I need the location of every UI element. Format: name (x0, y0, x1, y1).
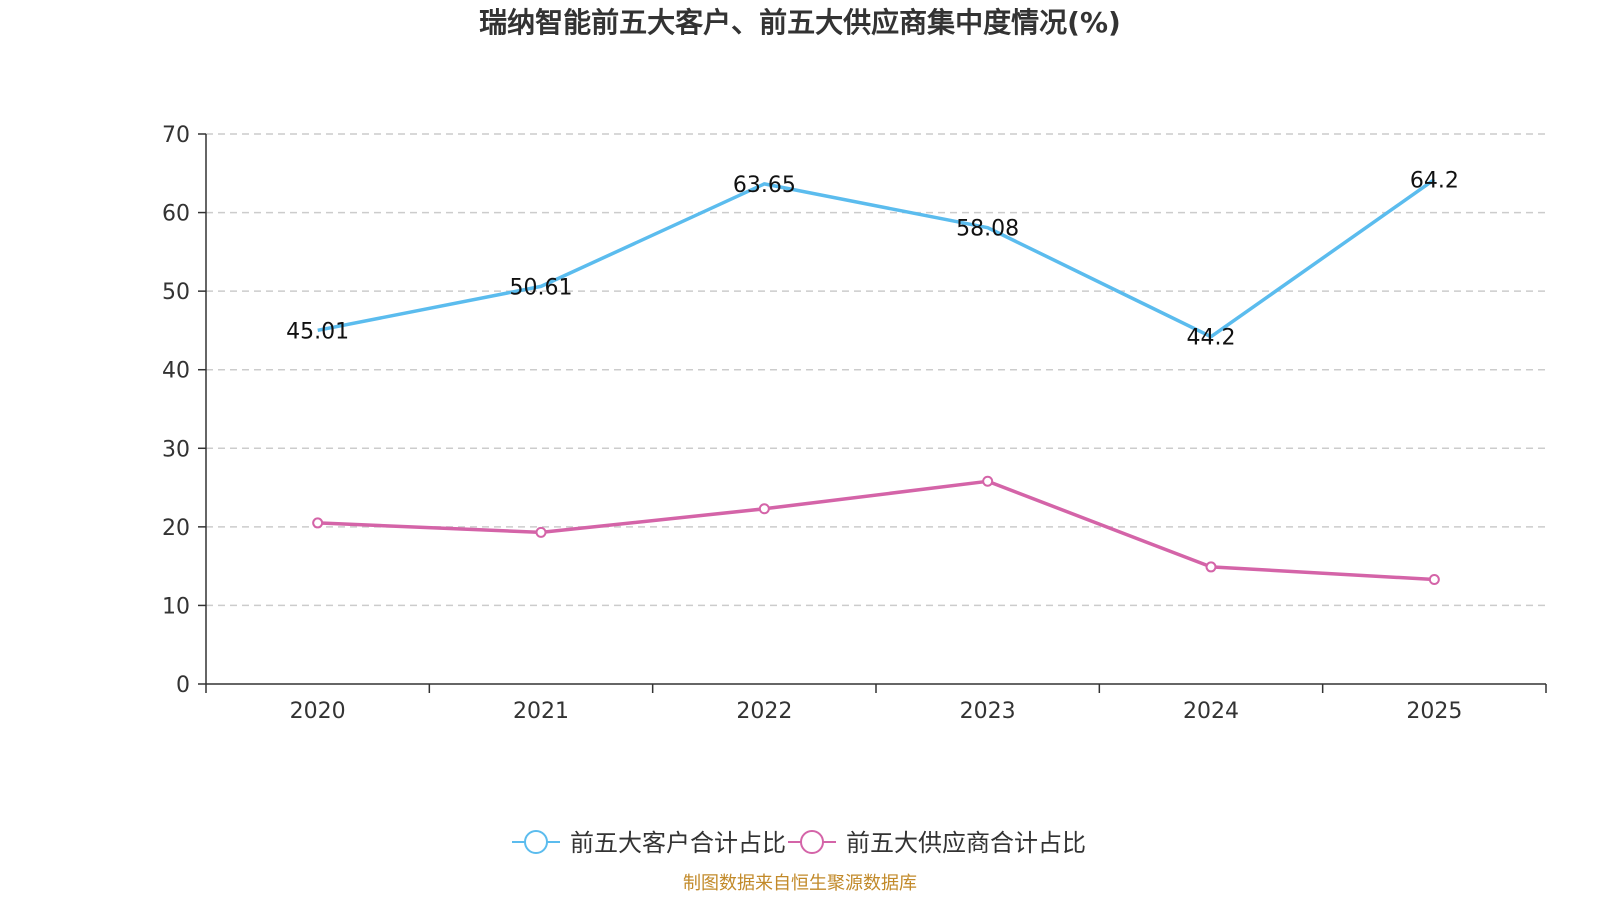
legend-label: 前五大供应商合计占比 (846, 829, 1086, 857)
data-labels: 45.01 50.61 63.65 58.08 44.2 64.2 (286, 169, 1459, 351)
data-point[interactable] (1205, 561, 1217, 573)
x-tick-label: 2025 (1406, 699, 1462, 724)
grid-lines (206, 133, 1546, 607)
legend-item-1[interactable]: 前五大客户合计占比 (512, 829, 786, 857)
y-tick-label: 30 (162, 437, 190, 462)
data-point[interactable] (982, 475, 994, 487)
legend-marker-icon (524, 830, 548, 854)
data-point[interactable] (1428, 574, 1440, 585)
y-tick-label: 10 (162, 594, 190, 619)
y-tick-label: 60 (162, 202, 190, 227)
series-line-2 (317, 479, 1435, 582)
x-tick-label: 2024 (1183, 699, 1239, 724)
x-tick-label: 2023 (960, 699, 1016, 724)
data-label: 63.65 (733, 173, 796, 198)
data-point[interactable] (312, 517, 324, 529)
y-tick-label: 20 (162, 516, 190, 541)
legend[interactable]: 前五大客户合计占比 前五大供应商合计占比 (512, 829, 1086, 857)
data-label: 64.2 (1410, 169, 1459, 194)
data-label: 45.01 (286, 319, 349, 344)
data-point[interactable] (535, 526, 547, 538)
data-point[interactable] (758, 503, 770, 515)
source-note: 制图数据来自恒生聚源数据库 (683, 873, 917, 894)
y-tick-label: 70 (162, 123, 190, 148)
data-label: 58.08 (956, 217, 1019, 242)
y-tick-label: 40 (162, 359, 190, 384)
x-tick-label: 2022 (736, 699, 792, 724)
x-tick-label: 2021 (513, 699, 569, 724)
legend-marker-icon (800, 830, 824, 854)
y-tick-label: 50 (162, 280, 190, 305)
axes: 0 10 20 30 40 50 60 70 2020 2021 2022 2023 2024 2025 (162, 123, 1547, 724)
data-label: 50.61 (510, 275, 573, 300)
series-line-1 (317, 178, 1436, 339)
x-tick-label: 2020 (290, 699, 346, 724)
y-tick-label: 0 (176, 673, 190, 698)
series-layer (312, 178, 1440, 585)
legend-item-2[interactable]: 前五大供应商合计占比 (788, 829, 1086, 857)
legend-label: 前五大客户合计占比 (570, 829, 786, 857)
chart-title: 瑞纳智能前五大客户、前五大供应商集中度情况(%) (479, 6, 1121, 39)
data-label: 44.2 (1187, 326, 1236, 351)
